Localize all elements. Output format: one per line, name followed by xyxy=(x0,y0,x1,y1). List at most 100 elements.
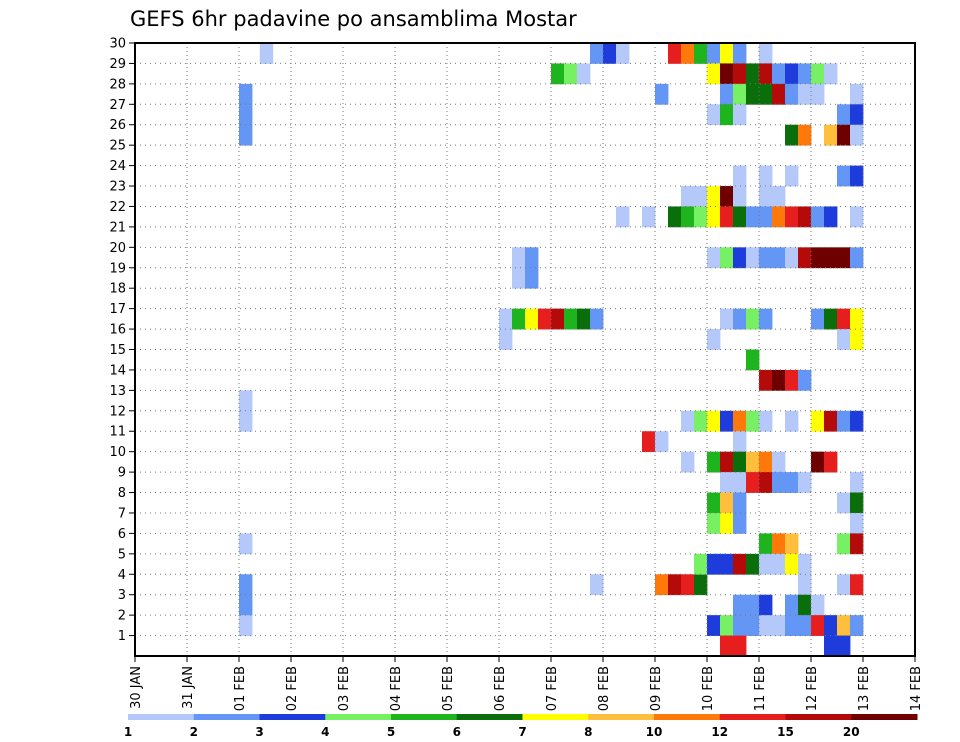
heatmap-cell xyxy=(746,410,760,432)
heatmap-cell xyxy=(785,63,799,85)
heatmap-cell xyxy=(798,594,812,616)
heatmap-cell xyxy=(824,410,838,432)
heatmap-cell xyxy=(707,329,721,350)
heatmap-cell xyxy=(785,83,799,105)
y-tick-label: 20 xyxy=(109,241,126,256)
heatmap-cell xyxy=(720,186,734,207)
x-tick-label: 02 FEB xyxy=(285,666,300,711)
x-tick-label: 08 FEB xyxy=(597,666,612,711)
heatmap-cell xyxy=(733,186,747,207)
heatmap-cell xyxy=(837,247,851,269)
heatmap-cell xyxy=(499,329,513,350)
y-tick-label: 1 xyxy=(118,629,126,644)
heatmap-cell xyxy=(785,533,799,555)
heatmap-cell xyxy=(681,206,695,228)
y-tick-label: 13 xyxy=(109,384,126,399)
heatmap-cell xyxy=(746,63,760,85)
heatmap-cell xyxy=(759,43,773,64)
heatmap-cell xyxy=(239,594,253,616)
heatmap-cell xyxy=(850,472,864,493)
heatmap-cell xyxy=(720,247,734,269)
heatmap-cell xyxy=(720,615,734,636)
heatmap-cell xyxy=(759,533,773,555)
heatmap-cell xyxy=(798,63,812,85)
heatmap-cell xyxy=(655,574,669,596)
heatmap-cell xyxy=(564,63,578,85)
heatmap-cell xyxy=(720,83,734,105)
colorbar-swatch xyxy=(851,714,918,720)
y-tick-label: 12 xyxy=(109,404,126,419)
heatmap-cell xyxy=(733,104,747,126)
heatmap-cell xyxy=(239,83,253,105)
heatmap-cell xyxy=(811,308,825,330)
grid-lines xyxy=(135,43,915,656)
heatmap-cell xyxy=(733,83,747,105)
heatmap-cell xyxy=(590,43,604,64)
heatmap-cell xyxy=(239,533,253,555)
heatmap-cell xyxy=(694,574,708,596)
heatmap-cell xyxy=(577,63,591,85)
heatmap-cell xyxy=(694,410,708,432)
heatmap-cell xyxy=(681,574,695,596)
heatmap-cell xyxy=(720,206,734,228)
heatmap-cell xyxy=(642,206,656,228)
heatmap-cell xyxy=(733,553,747,575)
x-tick-label: 07 FEB xyxy=(545,666,560,711)
colorbar: 1 2 3 4 5 6 7 8 10 12 15 20 xyxy=(124,714,918,739)
heatmap-cell xyxy=(603,43,617,64)
heatmap-cell xyxy=(499,308,513,330)
y-tick-label: 28 xyxy=(109,77,126,92)
heatmap-cell xyxy=(642,431,656,453)
x-tick-label: 06 FEB xyxy=(493,666,508,711)
heatmap-cell xyxy=(785,615,799,636)
heatmap-cell xyxy=(720,512,734,534)
heatmap-cell xyxy=(824,451,838,473)
colorbar-label: 4 xyxy=(321,725,329,739)
heatmap-cell xyxy=(811,615,825,636)
heatmap-cell xyxy=(694,43,708,64)
heatmap-cell xyxy=(720,492,734,514)
heatmap-cell xyxy=(616,43,630,64)
heatmap-cell xyxy=(720,308,734,330)
heatmap-cell xyxy=(733,451,747,473)
colorbar-swatch xyxy=(654,714,721,720)
heatmap-cell xyxy=(772,451,786,473)
heatmap-cell xyxy=(759,410,773,432)
x-tick-label: 14 FEB xyxy=(909,666,924,711)
heatmap-cell xyxy=(707,43,721,64)
y-tick-label: 4 xyxy=(118,568,126,583)
heatmap-cell xyxy=(850,492,864,514)
y-tick-label: 29 xyxy=(109,57,126,72)
heatmap-cell xyxy=(746,308,760,330)
heatmap-cell xyxy=(746,615,760,636)
heatmap-cell xyxy=(785,124,799,146)
heatmap-cell xyxy=(785,594,799,616)
heatmap-cell xyxy=(551,63,565,85)
y-tick-label: 18 xyxy=(109,282,126,297)
heatmap-cell xyxy=(850,124,864,146)
heatmap-cell xyxy=(720,451,734,473)
heatmap-cell xyxy=(772,63,786,85)
heatmap-cell xyxy=(824,124,838,146)
heatmap-cell xyxy=(837,104,851,126)
heatmap-cell xyxy=(772,186,786,207)
y-tick-label: 5 xyxy=(118,547,126,562)
heatmap-cell xyxy=(707,206,721,228)
y-tick-label: 17 xyxy=(109,302,126,317)
heatmap-cell xyxy=(798,553,812,575)
heatmap-cell xyxy=(811,206,825,228)
colorbar-label: 1 xyxy=(124,725,132,739)
heatmap-cell xyxy=(655,83,669,105)
heatmap-cell xyxy=(837,329,851,350)
heatmap-cell xyxy=(733,615,747,636)
y-tick-label: 16 xyxy=(109,323,126,338)
heatmap-cell xyxy=(759,472,773,493)
heatmap-cell xyxy=(694,206,708,228)
y-tick-label: 19 xyxy=(109,261,126,276)
heatmap-cell xyxy=(733,492,747,514)
heatmap-cell xyxy=(746,451,760,473)
heatmap-cell xyxy=(785,410,799,432)
heatmap-cell xyxy=(837,492,851,514)
colorbar-label: 6 xyxy=(453,725,461,739)
colorbar-swatch xyxy=(259,714,326,720)
